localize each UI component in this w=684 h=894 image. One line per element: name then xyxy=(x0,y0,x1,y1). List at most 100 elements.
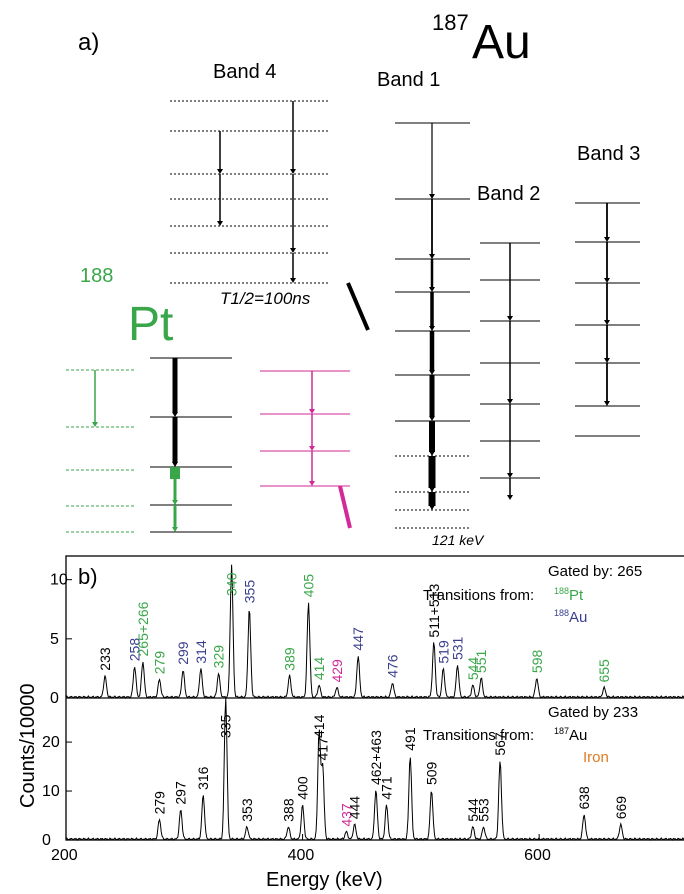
y-tick-label: 0 xyxy=(50,690,59,707)
x-tick-label: 200 xyxy=(51,847,78,864)
y-axis-label: Counts/10000 xyxy=(17,683,39,808)
pt-mass: 188 xyxy=(80,265,113,287)
peak-label: 355 xyxy=(241,580,257,604)
peak-label: 405 xyxy=(300,574,316,598)
transition-arrow xyxy=(507,473,513,478)
peak-label: 279 xyxy=(151,651,167,675)
transition-arrow xyxy=(429,287,435,292)
transition-arrow xyxy=(309,446,315,451)
peak-label: 329 xyxy=(211,645,227,669)
peak-label: 447 xyxy=(350,627,366,651)
legend-top-au188: 188Au xyxy=(554,608,587,626)
gate-bottom: Gated by 233 xyxy=(548,704,638,721)
transition-arrow xyxy=(429,254,435,259)
peak-label: 567 xyxy=(492,732,508,756)
peak-label: 389 xyxy=(282,647,298,671)
spectrum-trace xyxy=(65,564,684,699)
isomer-energy: 121 keV xyxy=(432,532,485,548)
peak-label: 299 xyxy=(175,641,191,665)
peak-label: 669 xyxy=(613,796,629,820)
spectrum-trace xyxy=(65,698,684,841)
peak-label: 476 xyxy=(384,654,400,678)
peak-label: 437 xyxy=(338,803,354,827)
peak-label: 417 xyxy=(315,737,331,761)
transition-arrow xyxy=(429,487,435,492)
peak-label: 297 xyxy=(173,781,189,805)
peak-label: 388 xyxy=(280,798,296,822)
peak-label: 727 xyxy=(681,798,684,822)
peak-label: 544 xyxy=(465,798,481,822)
transition-arrow xyxy=(604,237,610,242)
peak-label: 414 xyxy=(311,714,327,738)
peak-label: 551 xyxy=(473,649,489,673)
peak-label: 265+266 xyxy=(135,601,151,656)
peak-label: 655 xyxy=(596,659,612,683)
peak-label: 509 xyxy=(424,761,440,785)
pt-level-bar xyxy=(170,467,180,479)
peak-label: 314 xyxy=(193,640,209,664)
transition-arrow xyxy=(429,326,435,331)
peak-label: 471 xyxy=(379,776,395,800)
nucleus-symbol: Au xyxy=(472,16,531,69)
transition-arrow xyxy=(429,416,435,421)
peak-label: 598 xyxy=(529,649,545,673)
transition-arrow xyxy=(309,409,315,414)
transition-arrow xyxy=(429,451,435,456)
peak-label: 444 xyxy=(347,796,363,820)
transition-arrow xyxy=(429,370,435,375)
peak-label: 258 xyxy=(127,638,143,662)
transition-arrow xyxy=(507,316,513,321)
isomer-halflife: T1/2=100ns xyxy=(220,289,311,308)
level-line xyxy=(338,485,352,529)
pt-symbol: Pt xyxy=(128,298,173,351)
peak-label: 279 xyxy=(151,791,167,815)
legend-bottom-iron: Iron xyxy=(583,749,609,766)
peak-label: 491 xyxy=(402,727,418,751)
y-tick-label: 5 xyxy=(50,631,59,648)
transition-arrow xyxy=(507,399,513,404)
transition-arrow xyxy=(172,500,178,505)
panel-b-label: b) xyxy=(78,564,98,589)
x-tick-label: 400 xyxy=(288,847,315,864)
peak-label: 233 xyxy=(97,647,113,671)
y-tick-label: 10 xyxy=(42,783,60,800)
band-1-label: Band 1 xyxy=(377,69,440,91)
peak-label: 414 xyxy=(311,657,327,681)
peak-label: 429 xyxy=(329,659,345,683)
peak-label: 519 xyxy=(435,640,451,664)
transition-arrow xyxy=(172,527,178,532)
legend-top-pt: 188Pt xyxy=(554,586,584,604)
transitions-top: Transitions from: xyxy=(423,587,534,604)
transition-arrow xyxy=(217,221,223,226)
transition-arrow xyxy=(604,401,610,406)
peak-label: 553 xyxy=(476,798,492,822)
y-tick-label: 0 xyxy=(42,832,51,849)
peak-label: 531 xyxy=(450,636,466,660)
transition-arrow xyxy=(172,462,178,467)
transition-arrow xyxy=(290,248,296,253)
level-lines xyxy=(66,100,640,533)
peak-label: 511+513 xyxy=(426,583,442,637)
transition-arrow xyxy=(429,505,435,510)
peak-label: 353 xyxy=(239,798,255,822)
peak-label: 638 xyxy=(576,786,592,810)
spectra: b) Gated by: 265 Transitions from: 188Pt… xyxy=(17,555,684,891)
band-3-label: Band 3 xyxy=(577,143,640,165)
nucleus-mass: 187 xyxy=(432,10,469,35)
peak-label: 316 xyxy=(195,766,211,790)
transition-arrow xyxy=(172,412,178,417)
level-scheme: a) 187 Au Band 4 Band 1 Band 2 Band 3 18… xyxy=(66,10,640,548)
transitions-bottom: Transitions from: xyxy=(423,727,534,744)
y-tick-label: 10 xyxy=(50,572,68,589)
transition-arrow xyxy=(429,194,435,199)
band-2-label: Band 2 xyxy=(477,183,540,205)
y-tick-label: 20 xyxy=(42,734,60,751)
peak-label: 340 xyxy=(224,572,240,596)
peak-label: 335 xyxy=(218,714,234,738)
transition-arrow xyxy=(604,320,610,325)
transition-arrow xyxy=(290,278,296,283)
transition-arrow xyxy=(309,481,315,486)
peak-label: 462+463 xyxy=(368,730,384,785)
